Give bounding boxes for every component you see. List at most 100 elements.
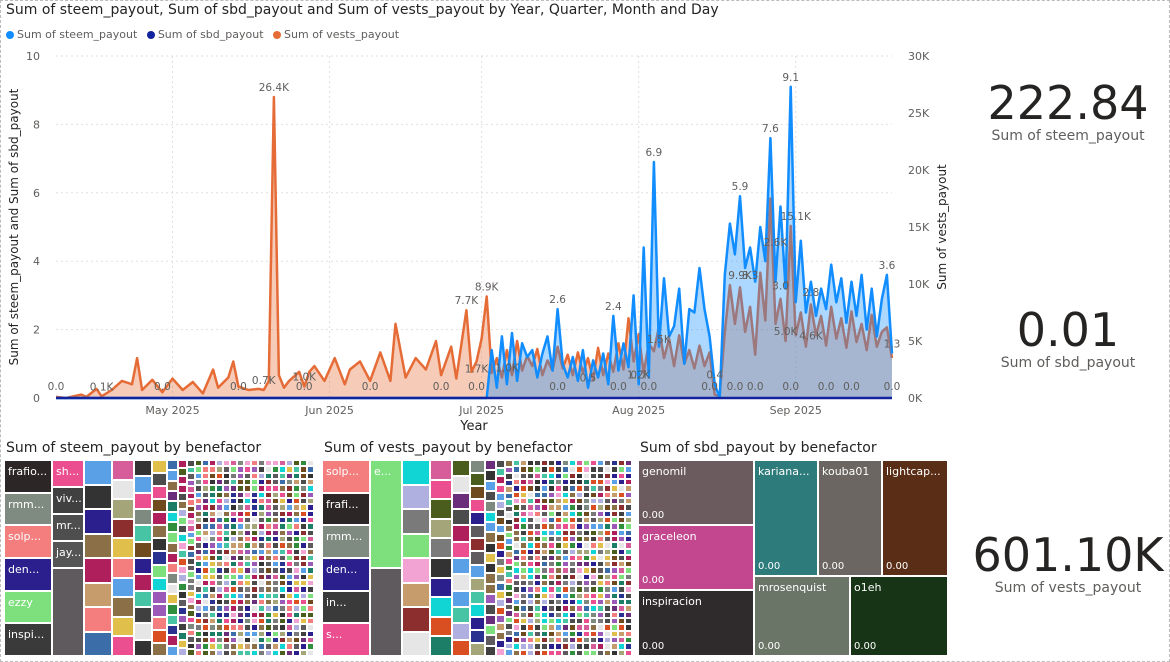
- treemap-tile[interactable]: [624, 478, 632, 486]
- treemap-tile[interactable]: [540, 599, 548, 606]
- treemap-tile[interactable]: [547, 637, 555, 644]
- treemap-tile[interactable]: [292, 637, 300, 644]
- treemap-tile[interactable]: [533, 491, 541, 498]
- treemap-tile[interactable]: [306, 567, 314, 574]
- treemap-tile[interactable]: [178, 566, 188, 575]
- treemap-tile[interactable]: [278, 535, 286, 543]
- treemap-tile[interactable]: [610, 497, 618, 505]
- kpi-card-steem[interactable]: 222.84 Sum of steem_payout: [958, 78, 1170, 144]
- treemap-tile[interactable]: [589, 554, 597, 562]
- treemap-tile[interactable]: [582, 491, 590, 498]
- treemap-tile[interactable]: [166, 542, 179, 553]
- treemap-tile[interactable]: [250, 460, 258, 467]
- treemap-tile[interactable]: [257, 542, 265, 549]
- treemap-tile[interactable]: [526, 542, 534, 549]
- treemap-tile[interactable]: [292, 605, 300, 612]
- treemap-tile[interactable]: [526, 491, 534, 498]
- treemap-tile[interactable]: [582, 643, 590, 650]
- treemap-tile[interactable]: [215, 516, 223, 524]
- treemap-tile[interactable]: [624, 624, 632, 631]
- treemap-tile[interactable]: [617, 504, 625, 511]
- treemap-tile[interactable]: mrosenquist 0.00: [754, 576, 850, 656]
- treemap-tile[interactable]: [208, 516, 216, 524]
- treemap-tile[interactable]: [243, 542, 251, 549]
- treemap-tile[interactable]: [554, 491, 562, 498]
- treemap-tile[interactable]: [271, 567, 279, 574]
- treemap-tile[interactable]: [257, 472, 265, 479]
- treemap-tile[interactable]: [257, 624, 265, 631]
- treemap-tile[interactable]: [519, 561, 527, 568]
- treemap-tile[interactable]: [533, 586, 541, 593]
- treemap-tile[interactable]: [271, 605, 279, 612]
- treemap-tile[interactable]: [505, 629, 513, 637]
- treemap-tile[interactable]: [264, 624, 272, 631]
- treemap-tile[interactable]: [589, 630, 597, 638]
- treemap-tile[interactable]: [526, 504, 534, 511]
- treemap-tile[interactable]: [84, 607, 112, 632]
- treemap-tile[interactable]: [610, 535, 618, 543]
- treemap-tile[interactable]: [257, 491, 265, 498]
- treemap-tile[interactable]: [229, 542, 237, 549]
- treemap-tile[interactable]: [526, 580, 534, 587]
- treemap-tile[interactable]: [496, 517, 506, 526]
- treemap-tile[interactable]: [306, 529, 314, 536]
- treemap-tile[interactable]: [512, 529, 520, 536]
- treemap-tile[interactable]: [496, 566, 506, 575]
- treemap-tile[interactable]: [229, 573, 237, 581]
- treemap-tile[interactable]: [229, 523, 237, 530]
- treemap-tile[interactable]: [519, 605, 527, 612]
- treemap-tile[interactable]: [229, 611, 237, 619]
- treemap-tile[interactable]: [617, 548, 625, 555]
- treemap-tile[interactable]: [194, 605, 202, 612]
- treemap-tile[interactable]: [201, 523, 209, 530]
- legend-item-sbd[interactable]: Sum of sbd_payout: [146, 28, 264, 41]
- treemap-tile[interactable]: [178, 476, 188, 485]
- treemap-tile[interactable]: [470, 473, 485, 487]
- treemap-tile[interactable]: [575, 510, 583, 517]
- treemap-tile[interactable]: [554, 567, 562, 574]
- treemap-tile[interactable]: [554, 573, 562, 581]
- treemap-tile[interactable]: [285, 637, 293, 644]
- treemap-tile[interactable]: [208, 611, 216, 619]
- treemap-tile[interactable]: [236, 643, 244, 650]
- treemap-tile[interactable]: [610, 466, 618, 473]
- treemap-tile[interactable]: [547, 497, 555, 505]
- treemap-tile[interactable]: [257, 618, 265, 625]
- treemap-tile[interactable]: [257, 573, 265, 581]
- treemap-tile[interactable]: [589, 561, 597, 568]
- treemap-tile[interactable]: [264, 497, 272, 505]
- treemap-tile[interactable]: [575, 580, 583, 587]
- treemap-tile[interactable]: [596, 478, 604, 486]
- treemap-tile[interactable]: [236, 580, 244, 587]
- treemap-tile[interactable]: [243, 586, 251, 593]
- treemap-tile[interactable]: [505, 479, 513, 487]
- treemap-tile[interactable]: [512, 567, 520, 574]
- treemap-tile[interactable]: [533, 649, 541, 656]
- treemap-tile[interactable]: [166, 511, 179, 522]
- treemap-tile[interactable]: [264, 592, 272, 600]
- treemap-tile[interactable]: [452, 525, 471, 542]
- treemap-tile[interactable]: [208, 485, 216, 492]
- treemap-tile[interactable]: [596, 504, 604, 511]
- treemap-tile[interactable]: [430, 518, 453, 539]
- treemap-tile[interactable]: [624, 548, 632, 555]
- treemap-tile[interactable]: [554, 548, 562, 555]
- treemap-tile[interactable]: [285, 605, 293, 612]
- treemap-tile[interactable]: inspiracion 0.00: [638, 590, 754, 656]
- treemap-tile[interactable]: [201, 472, 209, 479]
- treemap-steem[interactable]: frafio... rmm... solp... den... ezzy inspi...…: [4, 460, 314, 656]
- treemap-tile[interactable]: [484, 594, 497, 605]
- treemap-tile[interactable]: [250, 586, 258, 593]
- treemap-tile[interactable]: [285, 516, 293, 524]
- treemap-tile[interactable]: [533, 510, 541, 517]
- treemap-tile[interactable]: [624, 567, 632, 574]
- treemap-tile[interactable]: [250, 478, 258, 486]
- treemap-tile[interactable]: [624, 637, 632, 644]
- treemap-tile[interactable]: [610, 491, 618, 498]
- treemap-tile[interactable]: [505, 597, 513, 604]
- treemap-tile[interactable]: [505, 636, 513, 643]
- treemap-tile[interactable]: [603, 504, 611, 511]
- treemap-tile[interactable]: [278, 485, 286, 492]
- treemap-tile[interactable]: [526, 561, 534, 568]
- treemap-tile[interactable]: [201, 554, 209, 562]
